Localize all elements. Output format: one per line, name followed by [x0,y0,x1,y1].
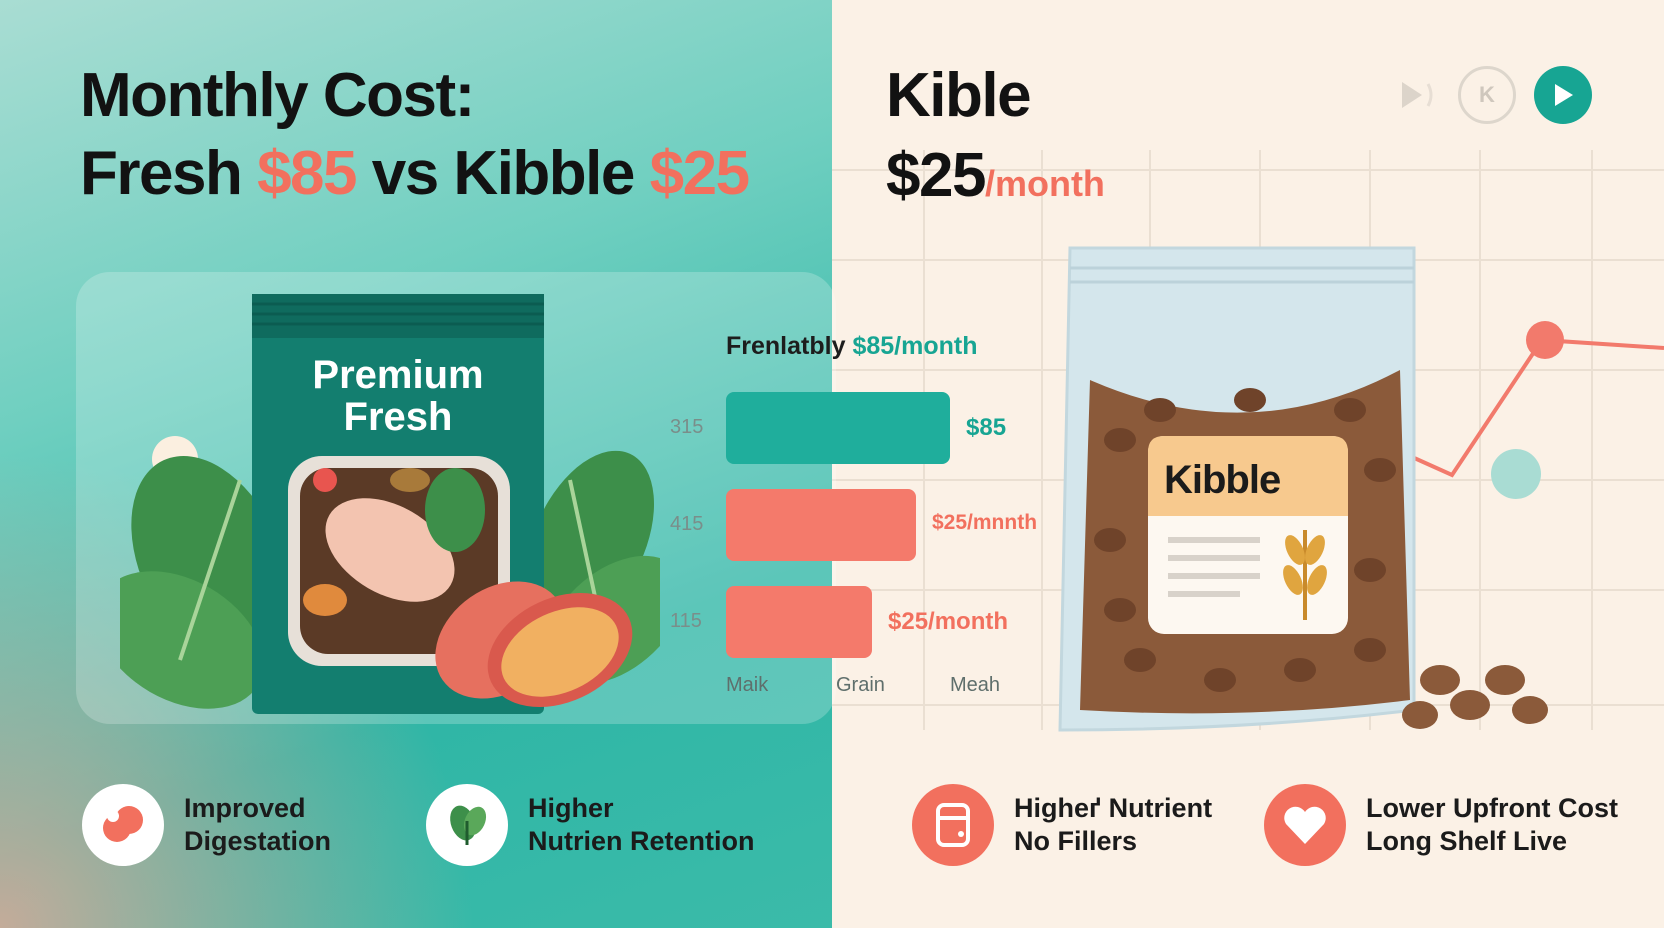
kibble-pack-label: Kibble [1164,458,1281,502]
fresh-food-illustration [120,294,660,714]
data-label: $85 [966,414,1007,441]
heart-organ-icon [82,784,164,866]
skip-icon[interactable] [1396,66,1440,124]
feature-improved-digestion: Improved Digestation [82,784,331,866]
kibble-price: $25 [649,139,750,208]
bar-0 [726,392,950,464]
bar-1 [726,489,916,561]
y-tick-label: 315 [670,416,704,438]
container-icon [912,784,994,866]
page-subtitle: Fresh $85 vs Kibble $25 [80,139,750,208]
bar-2 [726,586,872,658]
data-label: $25/month [888,608,1009,635]
leaf-icon [426,784,508,866]
trend-point [1526,321,1564,359]
fresh-price: $85 [257,139,357,208]
feature-nutrient-retention: Higher Nutrien Retention [426,784,755,866]
y-tick-label: 415 [670,513,704,535]
play-icon[interactable] [1534,66,1592,124]
decor-dot [1491,449,1541,499]
x-axis-label: Maik [726,674,769,696]
feature-no-fillers: Higheґ Nutrient No Fillers [912,784,1212,866]
x-axis-label: Meah [950,674,1001,696]
kibble-monthly-price: $25/month [886,141,1105,210]
x-axis-label: Grain [836,674,885,696]
fresh-pack-label: Premium Fresh [312,353,484,439]
heart-icon [1264,784,1346,866]
k-icon[interactable]: K [1458,66,1516,124]
data-label: $25/mnnth [932,511,1038,534]
cost-bar-chart: Frenlatbly $85/month 315 $85 Maik 415 $25/mn… [660,320,1080,700]
page-title: Monthly Cost: [80,61,475,130]
kibble-title: Kible [886,61,1032,130]
kibble-bag-illustration [1058,246,1548,732]
media-controls: K [1396,66,1592,124]
chart-title: Frenlatbly $85/month [726,332,978,360]
y-tick-label: 115 [670,610,702,632]
feature-lower-cost: Lower Upfront Cost Long Shelf Live [1264,784,1618,866]
